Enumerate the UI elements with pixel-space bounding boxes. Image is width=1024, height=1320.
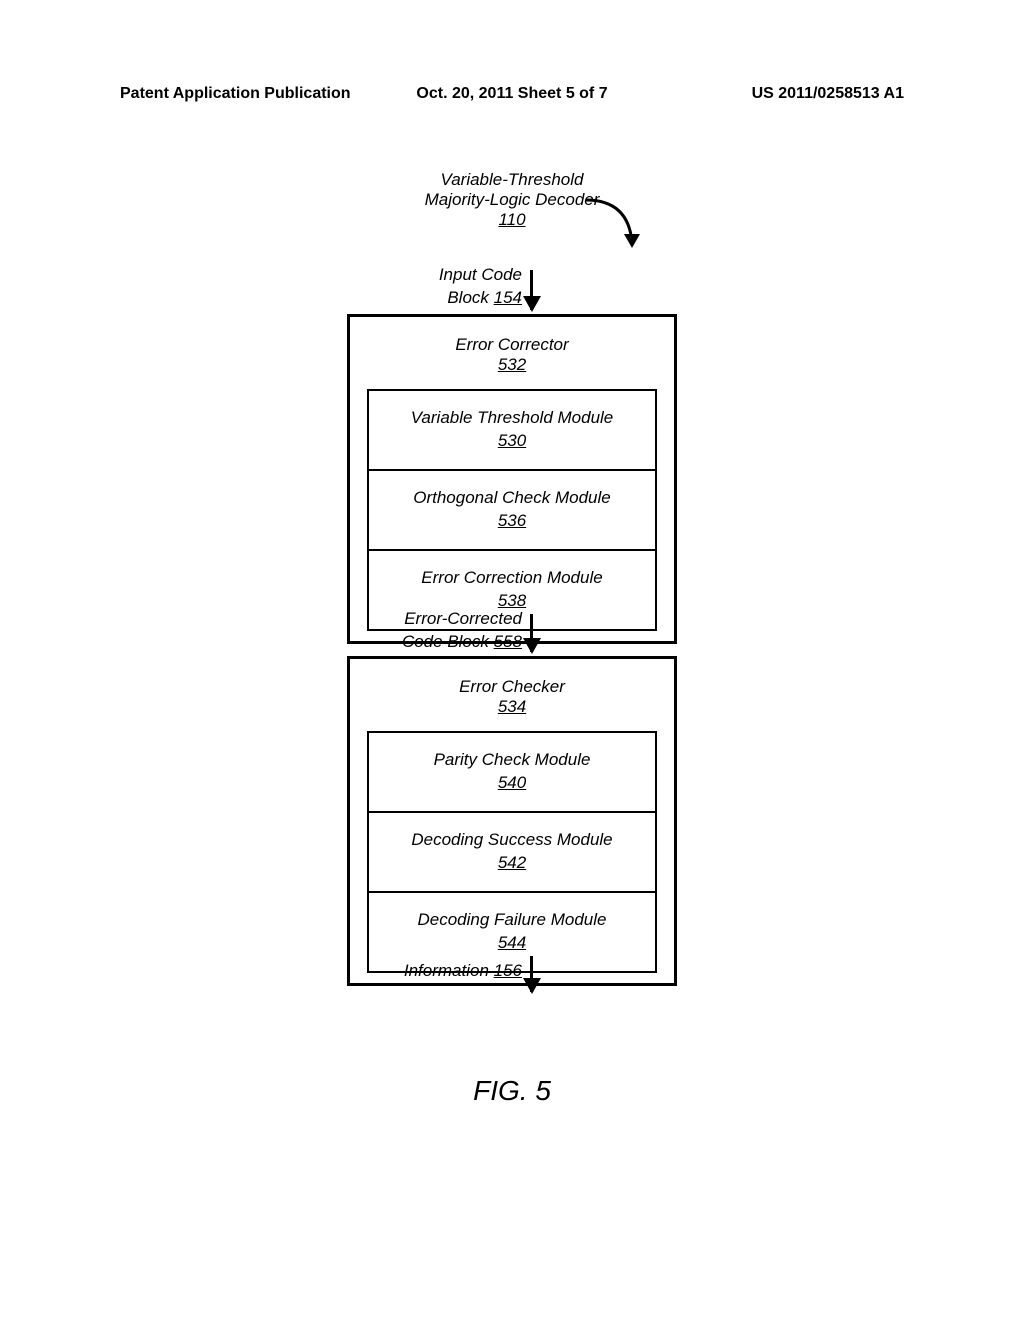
arrow-output <box>530 956 533 992</box>
information-prefix: Information <box>404 961 494 980</box>
decoder-title-line2: Majority-Logic Decoder <box>425 190 600 209</box>
module-ref-2: 538 <box>498 591 526 610</box>
error-checker-title: Error Checker 534 <box>360 677 664 717</box>
checker-module-name-0: Parity Check Module <box>434 750 591 769</box>
module-ref-1: 536 <box>498 511 526 530</box>
error-corrected-line2-prefix: Code Block <box>402 632 494 651</box>
module-name-0: Variable Threshold Module <box>411 408 614 427</box>
arrow-input <box>530 270 533 310</box>
module-ref-0: 530 <box>498 431 526 450</box>
variable-threshold-module: Variable Threshold Module 530 <box>367 389 657 471</box>
figure-caption: FIG. 5 <box>473 1075 551 1107</box>
error-corrector-title: Error Corrector 532 <box>360 335 664 375</box>
error-corrector-title-text: Error Corrector <box>455 335 568 354</box>
arrow-mid <box>530 614 533 652</box>
checker-module-ref-2: 544 <box>498 933 526 952</box>
header-center: Oct. 20, 2011 Sheet 5 of 7 <box>416 85 607 103</box>
parity-check-module: Parity Check Module 540 <box>367 731 657 813</box>
error-checker-ref: 534 <box>498 697 526 716</box>
decoder-title: Variable-Threshold Majority-Logic Decode… <box>425 170 600 230</box>
input-code-line1: Input Code <box>439 265 522 284</box>
input-code-ref: 154 <box>494 288 522 307</box>
error-checker-box: Error Checker 534 Parity Check Module 54… <box>347 656 677 986</box>
input-code-line2-prefix: Block <box>447 288 493 307</box>
module-name-2: Error Correction Module <box>421 568 602 587</box>
orthogonal-check-module: Orthogonal Check Module 536 <box>367 471 657 551</box>
decoding-success-module: Decoding Success Module 542 <box>367 813 657 893</box>
header-left: Patent Application Publication <box>120 85 351 103</box>
decoder-title-ref: 110 <box>498 210 525 229</box>
module-name-1: Orthogonal Check Module <box>413 488 611 507</box>
checker-module-ref-0: 540 <box>498 773 526 792</box>
error-corrected-label: Error-Corrected Code Block 558 <box>402 608 522 654</box>
pointer-arrow-icon <box>580 192 650 262</box>
checker-module-name-1: Decoding Success Module <box>411 830 612 849</box>
error-corrector-ref: 532 <box>498 355 526 374</box>
checker-module-ref-1: 542 <box>498 853 526 872</box>
input-code-label: Input Code Block 154 <box>439 264 522 310</box>
checker-module-name-2: Decoding Failure Module <box>418 910 607 929</box>
header-right: US 2011/0258513 A1 <box>752 85 904 103</box>
page-header: Patent Application Publication US 2011/0… <box>0 85 1024 103</box>
information-ref: 156 <box>494 961 522 980</box>
error-corrector-box: Error Corrector 532 Variable Threshold M… <box>347 314 677 644</box>
error-corrected-line1: Error-Corrected <box>404 609 522 628</box>
error-corrected-ref: 558 <box>494 632 522 651</box>
information-label: Information 156 <box>404 960 522 983</box>
decoder-title-line1: Variable-Threshold <box>440 170 583 189</box>
error-checker-title-text: Error Checker <box>459 677 565 696</box>
